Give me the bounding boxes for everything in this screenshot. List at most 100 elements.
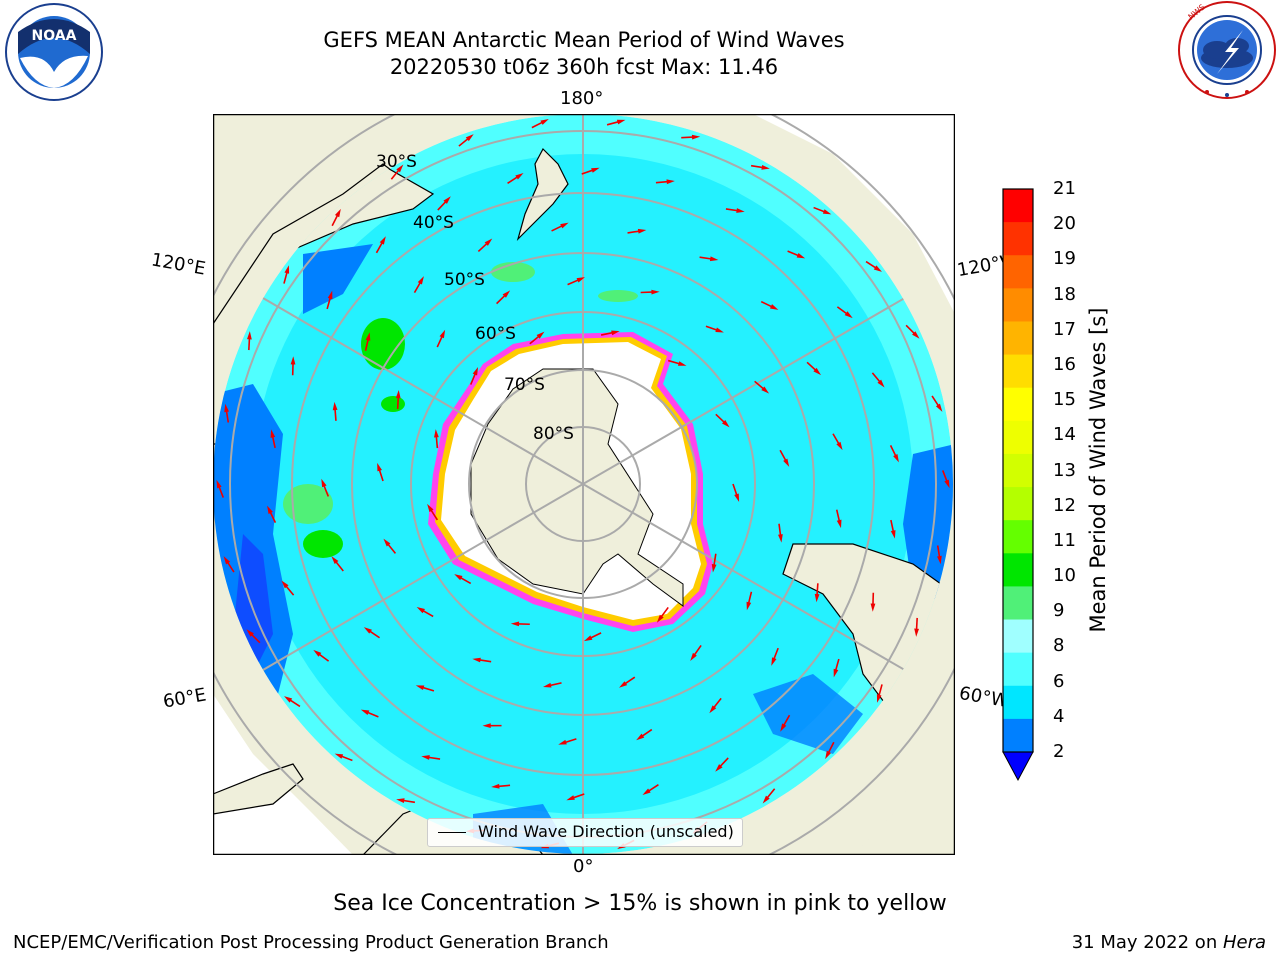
wind-arrow-head: [796, 253, 806, 259]
wind-arrow-head: [914, 628, 919, 637]
colorbar-segment: [1003, 354, 1033, 389]
wind-arrow-head: [270, 429, 276, 438]
wind-arrow-head: [536, 331, 545, 339]
wind-arrow-head: [558, 739, 567, 745]
wind-arrow-head: [576, 277, 586, 283]
colorbar-segment: [1003, 222, 1033, 256]
wind-arrow-head: [284, 265, 290, 274]
wind-arrow-head: [216, 479, 222, 489]
colorbar-tick-label: 14: [1053, 424, 1076, 446]
wind-arrow-head: [836, 441, 843, 451]
lon-label-60e: 60°E: [161, 684, 208, 713]
lat-label-30s: 30°S: [376, 152, 417, 172]
lon-label-180: 180°: [560, 88, 604, 109]
wind-arrow-head: [722, 419, 730, 428]
wind-arrow-head: [434, 429, 439, 438]
wind-arrow-head: [427, 503, 434, 513]
wind-arrow-head: [762, 795, 770, 804]
wind-arrow-head: [636, 733, 645, 741]
colorbar-tick-label: 16: [1053, 353, 1076, 375]
wind-arrow-head: [416, 607, 425, 614]
polar-map: [213, 114, 955, 855]
wind-arrow-head: [677, 361, 687, 366]
wind-arrow-head: [472, 367, 479, 376]
colorbar-segment: [1003, 189, 1033, 223]
colorbar-segment: [1003, 387, 1033, 422]
colorbar-tick-label: 12: [1053, 494, 1076, 516]
wind-arrow-head: [619, 681, 628, 688]
map-legend: Wind Wave Direction (unscaled): [427, 818, 743, 847]
chart-title: GEFS MEAN Antarctic Mean Period of Wind …: [323, 28, 845, 52]
wind-arrow-head: [944, 479, 950, 489]
wind-arrow-head: [769, 304, 779, 310]
wind-arrow-head: [833, 668, 839, 678]
wind-arrow-head: [439, 329, 446, 339]
wind-arrow-head: [332, 401, 338, 411]
wind-arrow-head: [331, 556, 339, 565]
wind-arrow-head: [515, 172, 524, 180]
wind-arrow-head: [937, 555, 942, 565]
wind-arrow-head: [379, 236, 386, 245]
wind-arrow-head: [876, 694, 882, 703]
wind-arrow-head: [377, 462, 382, 472]
wind-arrow-head: [912, 331, 920, 339]
wind-arrow-head: [454, 574, 463, 581]
wind-arrow-head: [813, 367, 822, 376]
colorbar-tick-label: 8: [1053, 635, 1065, 657]
wind-arrow-head: [284, 696, 293, 703]
wind-arrow-head: [224, 403, 229, 413]
colorbar-tick-label: 21: [1053, 178, 1076, 199]
wind-arrow-head: [890, 530, 896, 539]
chart-subtitle: 20220530 t06z 360h fcst Max: 11.46: [389, 55, 779, 79]
legend-label: Wind Wave Direction (unscaled): [478, 822, 734, 841]
colorbar-segment: [1003, 255, 1033, 289]
wind-arrow-head: [690, 652, 697, 661]
wind-arrows: [216, 119, 950, 849]
wind-arrow-head: [246, 629, 254, 637]
wind-arrow-head: [651, 289, 660, 295]
wind-arrow-head: [313, 649, 322, 657]
green-patch: [361, 318, 405, 370]
wind-arrow-head: [715, 764, 723, 772]
wind-arrow-head: [396, 798, 405, 804]
colorbar-segment: [1003, 685, 1033, 720]
wind-arrow-head: [465, 134, 474, 142]
wind-arrow-head: [893, 454, 899, 463]
wind-arrow-head: [780, 723, 787, 732]
wind-arrow-head: [709, 705, 717, 714]
colorbar-tick-label: 17: [1053, 318, 1076, 340]
wind-arrow-head: [247, 331, 252, 340]
wind-arrow-head: [822, 209, 832, 215]
wind-arrow-head: [583, 635, 593, 642]
wind-arrow-head: [691, 134, 701, 140]
wind-arrow-head: [873, 265, 882, 272]
wind-arrow-head: [365, 332, 371, 341]
wind-arrow-head: [746, 601, 752, 611]
wind-arrow-head: [715, 327, 724, 333]
colorbar-segment: [1003, 520, 1033, 554]
wind-arrow-head: [321, 478, 327, 488]
colorbar-segment: [1003, 453, 1033, 488]
wind-arrow-head: [761, 386, 770, 394]
wind-arrow-head: [383, 538, 391, 547]
wind-arrow-head: [560, 222, 569, 229]
colorbar-extend-triangle: [1002, 751, 1034, 782]
wind-arrow-head: [421, 755, 430, 760]
colorbar-tick-label: 13: [1053, 459, 1076, 481]
colorbar-tick-label: 11: [1053, 529, 1076, 551]
wind-arrow-head: [540, 119, 549, 125]
colorbar-tick-label: 18: [1053, 283, 1076, 305]
new-zealand: [516, 148, 569, 242]
sea-ice-caption: Sea Ice Concentration > 15% is shown in …: [333, 891, 947, 916]
wind-arrow-head: [783, 458, 790, 467]
lat-label-60s: 60°S: [475, 324, 516, 344]
wind-arrow-head: [836, 519, 842, 529]
colorbar-tick-label: 15: [1053, 389, 1076, 411]
wind-arrow-head: [711, 564, 717, 573]
wind-arrow-head: [395, 389, 401, 399]
colorbar-segment: [1003, 487, 1033, 521]
wind-arrow-head: [591, 167, 600, 173]
wind-arrow-head: [417, 276, 424, 285]
wind-arrow-head: [814, 593, 820, 603]
wind-arrow-head: [935, 403, 943, 412]
